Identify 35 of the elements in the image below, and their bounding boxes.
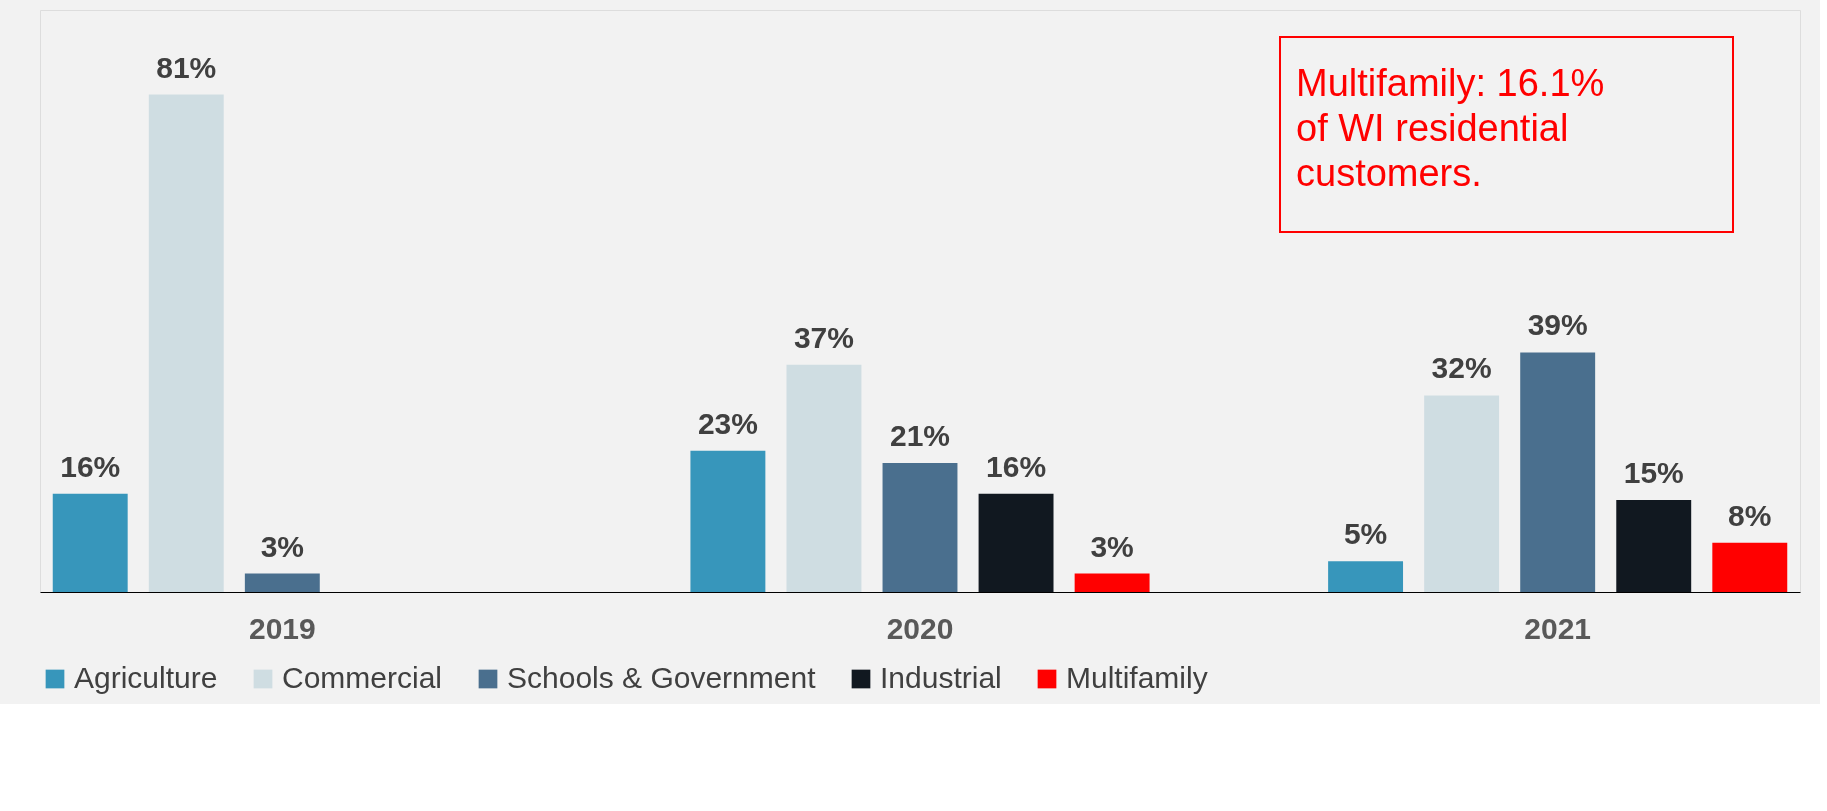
bar xyxy=(882,463,958,592)
bar xyxy=(1520,352,1596,592)
data-label: 16% xyxy=(986,449,1047,483)
bar xyxy=(1328,561,1404,592)
bar xyxy=(244,573,320,592)
bar xyxy=(52,493,128,592)
data-label: 5% xyxy=(1343,517,1388,551)
bar xyxy=(1424,395,1500,592)
data-label: 16% xyxy=(60,449,121,483)
annotation: Multifamily: 16.1% of WI residential customers. xyxy=(1296,62,1605,194)
bar xyxy=(786,364,862,592)
bar xyxy=(1616,499,1692,592)
bar xyxy=(978,493,1054,592)
bar xyxy=(690,450,766,592)
legend-label: Industrial xyxy=(880,661,1002,694)
bar xyxy=(1074,573,1150,592)
bar xyxy=(1712,542,1788,592)
data-label: 81% xyxy=(156,50,217,84)
data-label: 32% xyxy=(1431,351,1492,385)
legend-label: Commercial xyxy=(282,661,443,694)
data-label: 39% xyxy=(1527,308,1588,342)
bar xyxy=(148,94,224,592)
x-tick-label: 2021 xyxy=(1524,611,1592,645)
data-label: 21% xyxy=(889,419,951,453)
x-tick-label: 2019 xyxy=(248,611,316,645)
legend-label: Schools & Government xyxy=(507,661,817,694)
legend-label: Agriculture xyxy=(74,661,218,694)
data-label: 3% xyxy=(260,529,304,563)
legend-label: Multifamily xyxy=(1066,661,1208,694)
data-label: 3% xyxy=(1090,529,1134,563)
x-tick-label: 2020 xyxy=(886,611,954,645)
data-label: 8% xyxy=(1728,498,1772,532)
data-label: 15% xyxy=(1623,455,1684,489)
data-label: 37% xyxy=(793,320,854,354)
data-label: 23% xyxy=(697,406,758,440)
